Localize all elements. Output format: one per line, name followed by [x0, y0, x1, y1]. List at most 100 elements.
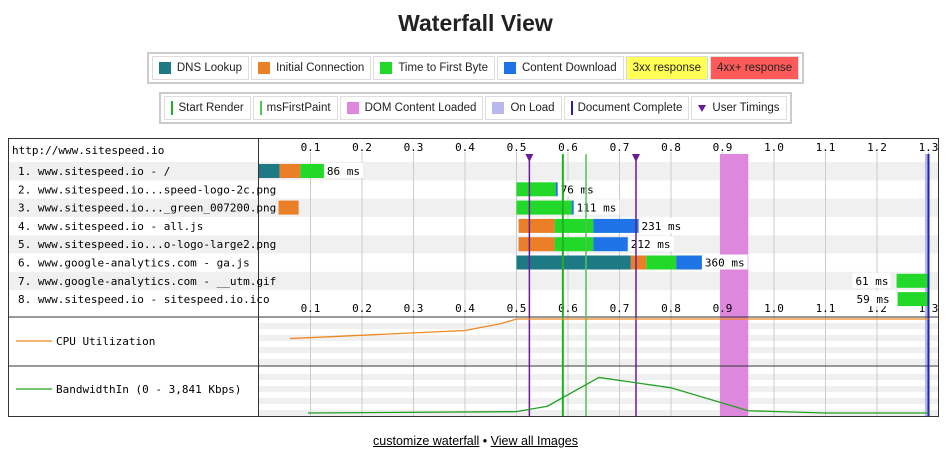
page-title: Waterfall View — [398, 10, 553, 36]
ttfb-segment — [896, 273, 928, 288]
legend-dom-content-loaded-swatch — [346, 102, 359, 114]
bandwidth-label: BandwidthIn (0 - 3,841 Kbps) — [56, 383, 241, 396]
timing-legend: DNS Lookup Initial Connection Time to Firs… — [146, 52, 805, 84]
bandwidth-line — [307, 376, 929, 414]
customize-waterfall-link[interactable]: customize waterfall — [373, 434, 480, 448]
scale-tick-bottom: 0.7 — [610, 302, 630, 315]
duration-label-bg — [324, 163, 363, 178]
footer-separator: • — [479, 434, 491, 448]
legend-ms-first-paint-swatch — [259, 101, 262, 115]
duration-label: 76 ms — [561, 183, 594, 196]
scale-tick-top: 1.0 — [764, 141, 784, 154]
legend-user-timings-label: User Timings — [712, 102, 780, 114]
legend-user-timings: User Timings — [691, 96, 787, 120]
request-label: 7. www.google-analytics.com - __utm.gif — [18, 275, 276, 288]
legend-start-render: Start Render — [164, 96, 251, 120]
duration-label-bg — [852, 272, 891, 288]
cpu-line — [289, 318, 929, 340]
bandwidth-stripe — [259, 386, 938, 392]
scale-tick-top: 0.8 — [661, 141, 681, 154]
download-segment — [593, 218, 639, 233]
legend-initial-connection-swatch — [258, 62, 271, 74]
ttfb-segment — [516, 200, 572, 215]
row-stripe — [9, 198, 938, 217]
legend-dns: DNS Lookup — [151, 56, 250, 80]
scale-tick-bottom: 0.6 — [558, 302, 578, 315]
timing-legend-row: DNS Lookup Initial Connection Time to Firs… — [0, 52, 951, 84]
legend-on-load-label: On Load — [510, 102, 555, 114]
duration-label-bg — [702, 254, 748, 270]
legend-initial-connection: Initial Connection — [251, 56, 372, 80]
cpu-stripe — [259, 323, 938, 329]
legend-4xx-label: 4xx+ response — [717, 62, 793, 74]
legend-start-render-swatch — [171, 101, 174, 115]
legend-3xx-label: 3xx response — [632, 62, 702, 74]
marker-legend-row: Start Render msFirstPaint DOM Content Load… — [0, 92, 951, 124]
connect-segment — [518, 237, 555, 252]
footer: customize waterfall • View all Images — [0, 434, 951, 448]
cpu-stripe — [259, 347, 938, 353]
view-all-images-link[interactable]: View all Images — [490, 434, 578, 448]
duration-label-bg — [558, 181, 597, 197]
duration-label: 231 ms — [642, 220, 682, 233]
duration-label-bg — [628, 236, 674, 252]
legend-dom-content-loaded-label: DOM Content Loaded — [364, 102, 477, 114]
legend-ttfb: Time to First Byte — [373, 56, 495, 80]
duration-label: 360 ms — [705, 257, 745, 270]
duration-label: 111 ms — [577, 202, 617, 215]
ttfb-segment — [646, 255, 677, 270]
request-label: 4. www.sitespeed.io - all.js — [18, 220, 203, 233]
scale-tick-top: 0.6 — [558, 141, 578, 154]
duration-label: 61 ms — [855, 275, 888, 288]
scale-tick-bottom: 0.4 — [455, 302, 475, 315]
legend-ttfb-swatch — [380, 62, 393, 74]
legend-content-download-label: Content Download — [521, 62, 617, 74]
dom-content-loaded-band — [719, 154, 749, 416]
legend-ms-first-paint: msFirstPaint — [252, 96, 338, 120]
legend-dns-swatch — [158, 62, 171, 74]
legend-4xx: 4xx+ response — [710, 56, 800, 80]
legend-3xx: 3xx response — [625, 56, 709, 80]
download-segment — [555, 182, 558, 197]
scale-tick-top: 0.2 — [352, 141, 372, 154]
scale-tick-bottom: 1.0 — [764, 302, 784, 315]
ttfb-segment — [554, 218, 594, 233]
download-segment — [571, 200, 574, 215]
row-stripe — [9, 162, 938, 181]
connect-segment — [278, 200, 299, 215]
row-stripe — [9, 235, 938, 254]
bandwidth-stripe — [259, 410, 938, 416]
legend-document-complete-label: Document Complete — [577, 102, 683, 114]
legend-ttfb-label: Time to First Byte — [398, 62, 488, 74]
scale-tick-top: 0.3 — [404, 141, 424, 154]
bandwidth-stripe — [259, 398, 938, 404]
scale-tick-bottom: 0.2 — [352, 302, 372, 315]
user-timing-marker — [631, 154, 640, 162]
scale-tick-top: 0.7 — [610, 141, 630, 154]
scale-tick-bottom: 0.1 — [301, 302, 321, 315]
legend-user-timings-swatch — [698, 104, 707, 112]
request-label: 5. www.sitespeed.io...o-logo-large2.png — [18, 238, 276, 251]
dns-segment — [259, 164, 280, 178]
scale-tick-bottom: 0.5 — [507, 302, 527, 315]
marker-legend: Start Render msFirstPaint DOM Content Load… — [159, 92, 792, 124]
scale-tick-bottom: 1.1 — [816, 302, 836, 315]
request-label: 8. www.sitespeed.io - sitespeed.io.ico — [18, 293, 270, 306]
scale-tick-top: 1.3 — [919, 141, 939, 154]
duration-label: 86 ms — [327, 165, 360, 178]
legend-on-load: On Load — [485, 96, 562, 120]
legend-dom-content-loaded: DOM Content Loaded — [339, 96, 484, 120]
request-label: 6. www.google-analytics.com - ga.js — [18, 257, 250, 270]
scale-tick-top: 1.1 — [816, 141, 836, 154]
legend-ms-first-paint-label: msFirstPaint — [266, 102, 331, 114]
cpu-stripe — [259, 359, 938, 365]
page-url: http://www.sitespeed.io — [12, 144, 164, 157]
duration-label-bg — [853, 291, 892, 307]
legend-dns-label: DNS Lookup — [176, 62, 243, 74]
ttfb-segment — [897, 292, 928, 307]
legend-on-load-swatch — [492, 102, 505, 114]
cpu-stripe — [259, 335, 938, 341]
duration-label: 212 ms — [631, 238, 671, 251]
dns-segment — [516, 255, 631, 270]
legend-content-download-swatch — [503, 62, 516, 74]
